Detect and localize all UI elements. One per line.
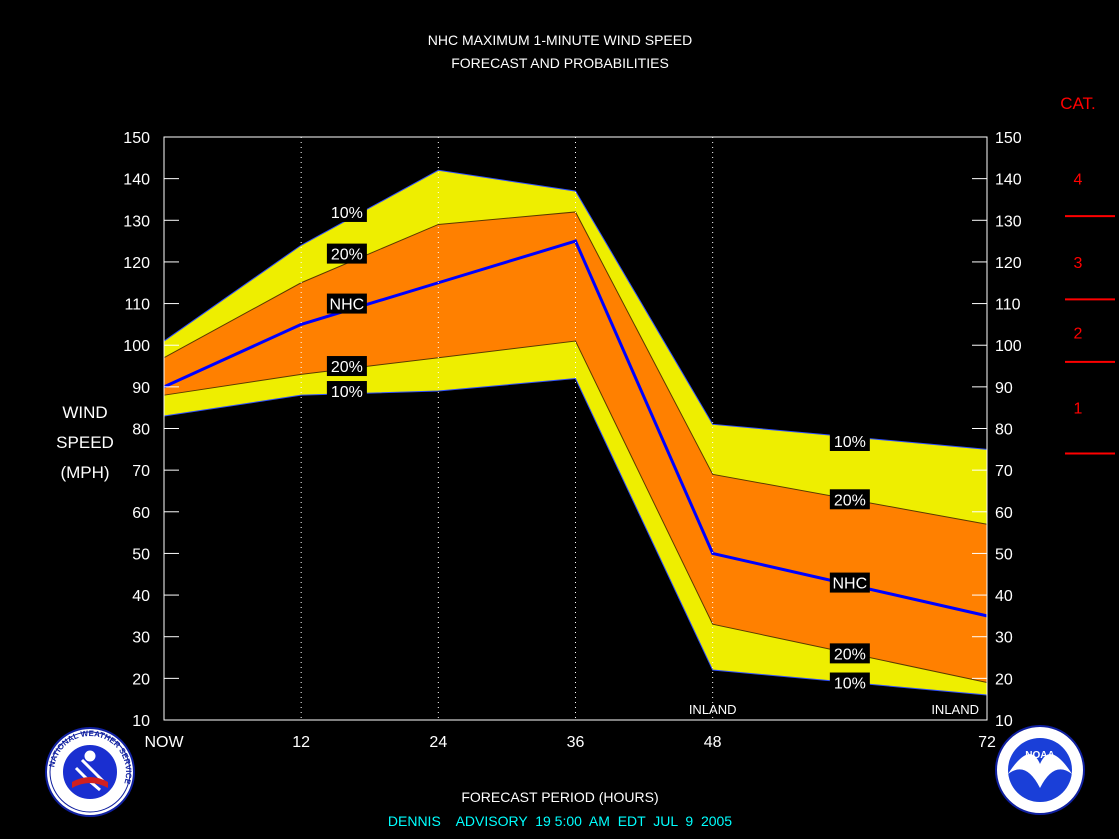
probability-bands xyxy=(163,169,988,696)
band-label-box xyxy=(829,672,870,693)
inland-label: INLAND xyxy=(931,702,979,717)
category-scale: CAT. 4 3 2 1 xyxy=(1060,94,1115,455)
nhc-forecast-line xyxy=(163,239,988,618)
band-label: NHC xyxy=(330,297,365,314)
band-label-box xyxy=(326,243,367,264)
x-tick-label: NOW xyxy=(144,734,184,751)
x-tick-label: 24 xyxy=(429,734,447,751)
band-label-box xyxy=(326,356,367,377)
y-tick-label-left: 110 xyxy=(124,297,150,314)
x-tick-label: 36 xyxy=(567,734,585,751)
noaa-gull-icon xyxy=(1008,754,1072,788)
x-tick-label: 12 xyxy=(292,734,310,751)
x-tick-label: 72 xyxy=(978,734,996,751)
noaa-logo: NOAA xyxy=(995,725,1085,815)
upper-10-line xyxy=(163,169,988,450)
x-tick-label: 48 xyxy=(704,734,722,751)
advisory-footer: DENNIS ADVISORY 19 5:00 AM EDT JUL 9 200… xyxy=(388,813,732,829)
inland-label: INLAND xyxy=(689,702,737,717)
y-axis-label-line: WIND xyxy=(62,403,107,422)
y-tick-label-right: 150 xyxy=(995,130,1022,147)
y-tick-label-left: 150 xyxy=(123,130,150,147)
band-label-box xyxy=(326,293,367,314)
y-tick-label-right: 10 xyxy=(995,713,1013,730)
y-tick-label-right: 130 xyxy=(995,213,1022,230)
band-label-box xyxy=(326,201,367,222)
x-axis-label: FORECAST PERIOD (HOURS) xyxy=(461,789,658,805)
upper-20-line xyxy=(163,211,988,525)
category-label: 1 xyxy=(1074,401,1083,418)
y-tick-label-right: 40 xyxy=(995,588,1013,605)
y-axes: 10 10 20 20 30 30 40 40 50 50 60 60 70 70 80 80 90 90 100 1… xyxy=(123,130,1022,730)
category-label: 3 xyxy=(1074,255,1083,272)
y-tick-label-left: 10 xyxy=(132,713,150,730)
category-label: 4 xyxy=(1074,172,1083,189)
band-label-box xyxy=(326,381,367,402)
y-tick-label-right: 50 xyxy=(995,546,1013,563)
y-tick-label-right: 110 xyxy=(995,297,1021,314)
y-tick-label-left: 140 xyxy=(123,172,150,189)
y-tick-label-right: 140 xyxy=(995,172,1022,189)
band-label: 20% xyxy=(834,492,866,509)
band-labels: 10% 20% NHC 20% 10% 10% 20% NHC 20% 10% xyxy=(326,201,870,693)
band-label-box xyxy=(829,643,870,664)
y-tick-label-left: 90 xyxy=(132,380,150,397)
y-tick-label-right: 30 xyxy=(995,630,1013,647)
category-title: CAT. xyxy=(1060,94,1096,113)
y-tick-label-right: 70 xyxy=(995,463,1013,480)
lower-20-line xyxy=(163,340,988,684)
vertical-grid xyxy=(300,137,714,720)
band-label-box xyxy=(829,430,870,451)
y-tick-label-right: 120 xyxy=(995,255,1022,272)
y-tick-label-right: 60 xyxy=(995,505,1013,522)
chart-title: NHC MAXIMUM 1-MINUTE WIND SPEED xyxy=(428,32,692,48)
y-tick-label-right: 100 xyxy=(995,338,1022,355)
chart-subtitle: FORECAST AND PROBABILITIES xyxy=(451,55,669,71)
y-tick-label-left: 50 xyxy=(132,546,150,563)
y-tick-label-left: 130 xyxy=(123,213,150,230)
band-label: 10% xyxy=(834,676,866,693)
y-axis-label-line: (MPH) xyxy=(60,463,109,482)
band-label: NHC xyxy=(832,576,867,593)
y-tick-label-right: 80 xyxy=(995,422,1013,439)
y-tick-label-left: 20 xyxy=(132,671,150,688)
band-label: 20% xyxy=(331,359,363,376)
category-label: 2 xyxy=(1074,326,1083,343)
nws-logo: NATIONAL WEATHER SERVICE xyxy=(45,727,135,817)
band-label: 10% xyxy=(834,434,866,451)
noaa-logo-text: NOAA xyxy=(1025,750,1054,761)
y-tick-label-left: 40 xyxy=(132,588,150,605)
y-tick-label-left: 80 xyxy=(132,422,150,439)
x-axis: NOW 12 24 36 48 72 INLAND INLAND xyxy=(144,702,996,751)
inner-probability-band xyxy=(164,211,987,683)
band-label: 20% xyxy=(331,247,363,264)
band-label-box xyxy=(829,572,870,593)
band-label: 20% xyxy=(834,646,866,663)
y-tick-label-left: 120 xyxy=(123,255,150,272)
y-tick-label-left: 100 xyxy=(123,338,150,355)
y-tick-label-left: 30 xyxy=(132,630,150,647)
y-tick-label-right: 20 xyxy=(995,671,1013,688)
band-label: 10% xyxy=(331,205,363,222)
band-label: 10% xyxy=(331,384,363,401)
lower-10-line xyxy=(163,377,988,696)
band-label-box xyxy=(829,489,870,510)
y-axis-label-line: SPEED xyxy=(56,433,114,452)
y-tick-label-left: 70 xyxy=(132,463,150,480)
y-tick-label-left: 60 xyxy=(132,505,150,522)
y-tick-label-right: 90 xyxy=(995,380,1013,397)
y-axis-label: WIND SPEED (MPH) xyxy=(56,403,114,482)
